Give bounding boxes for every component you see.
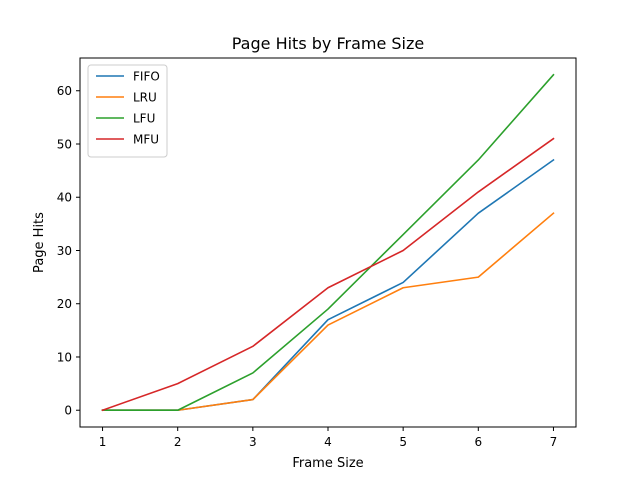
x-tick-label: 7 <box>550 435 558 449</box>
legend-label-fifo: FIFO <box>133 70 160 84</box>
y-tick-label: 0 <box>64 404 72 418</box>
series-layer <box>101 73 555 412</box>
x-tick-label: 1 <box>99 435 107 449</box>
y-tick-label: 50 <box>57 137 72 151</box>
series-line-lfu <box>101 73 555 412</box>
y-tick-label: 30 <box>57 244 72 258</box>
y-tick-label: 10 <box>57 350 72 364</box>
legend-label-lru: LRU <box>133 91 157 105</box>
legend-box <box>87 64 168 158</box>
y-axis-label: Page Hits <box>32 212 47 273</box>
legend-label-mfu: MFU <box>133 133 159 147</box>
x-tick-label: 2 <box>174 435 182 449</box>
x-tick-label: 3 <box>249 435 257 449</box>
legend-label-lfu: LFU <box>133 112 155 126</box>
x-axis: 1 2 3 4 5 6 7 <box>99 427 558 449</box>
y-tick-label: 20 <box>57 297 72 311</box>
chart-title: Page Hits by Frame Size <box>232 34 424 53</box>
legend: FIFO LRU LFU MFU <box>87 64 168 158</box>
y-tick-label: 60 <box>57 84 72 98</box>
x-axis-label: Frame Size <box>292 456 363 471</box>
x-tick-label: 6 <box>474 435 482 449</box>
x-tick-label: 4 <box>324 435 332 449</box>
x-tick-label: 5 <box>399 435 407 449</box>
y-tick-label: 40 <box>57 191 72 205</box>
series-line-mfu <box>101 137 555 412</box>
y-axis: 0 10 20 30 40 50 60 <box>57 84 80 418</box>
